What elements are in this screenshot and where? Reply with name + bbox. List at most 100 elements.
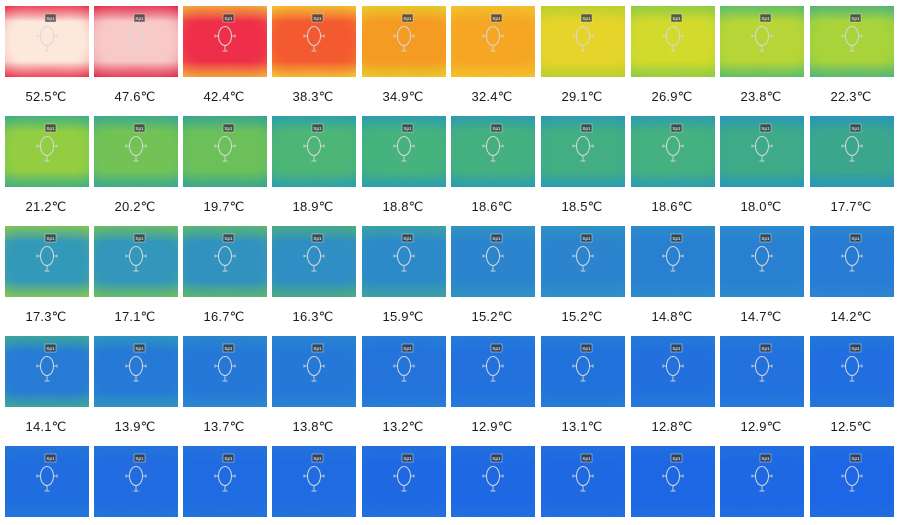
spot-tag-label: Sp1 <box>492 456 501 461</box>
spot-tag-label: Sp1 <box>672 236 681 241</box>
thermal-image-tile: Sp1 <box>94 6 178 77</box>
temperature-label: 17.1℃ <box>114 309 156 324</box>
spot-tag-label: Sp1 <box>403 16 412 21</box>
thermal-image: Sp1 <box>94 446 178 517</box>
spot-tag-label: Sp1 <box>851 456 860 461</box>
spot-tag-label: Sp1 <box>224 346 233 351</box>
spot-tag-label: Sp1 <box>851 236 860 241</box>
temperature-label: 15.2℃ <box>561 309 603 324</box>
thermal-image: Sp1 <box>362 116 446 187</box>
spot-tag <box>759 233 772 243</box>
thermal-image-tile: Sp1 <box>720 6 804 77</box>
spot-tag-label: Sp1 <box>582 236 591 241</box>
thermal-image: Sp1 <box>810 336 894 407</box>
temperature-label: 17.7℃ <box>830 199 872 214</box>
thermal-image: Sp1 <box>183 446 267 517</box>
spot-tag-label: Sp1 <box>403 236 412 241</box>
thermal-image: Sp1 <box>451 336 535 407</box>
spot-tag <box>222 13 235 23</box>
thermal-image-tile: Sp1 <box>541 6 625 77</box>
spot-tag-label: Sp1 <box>135 346 144 351</box>
spot-tag-label: Sp1 <box>135 456 144 461</box>
temperature-label: 13.2℃ <box>382 419 424 434</box>
thermal-image: Sp1 <box>720 116 804 187</box>
spot-tag <box>44 233 57 243</box>
thermal-image-tile: Sp1 <box>362 226 446 297</box>
thermal-image-tile: Sp1 <box>810 6 894 77</box>
temperature-label: 15.2℃ <box>471 309 513 324</box>
temperature-label: 16.3℃ <box>292 309 334 324</box>
spot-tag <box>311 453 324 463</box>
spot-tag <box>849 233 862 243</box>
thermal-image-tile: Sp1 <box>631 446 715 517</box>
spot-tag <box>44 453 57 463</box>
temperature-label: 14.7℃ <box>740 309 782 324</box>
thermal-image-tile: Sp1 <box>631 336 715 407</box>
thermal-image: Sp1 <box>272 116 356 187</box>
thermal-image-tile: Sp1 <box>720 226 804 297</box>
thermal-image: Sp1 <box>183 116 267 187</box>
thermal-image-tile: Sp1 <box>362 446 446 517</box>
temperature-label: 12.9℃ <box>740 419 782 434</box>
thermal-image: Sp1 <box>451 226 535 297</box>
spot-tag <box>133 123 146 133</box>
thermal-image-tile: Sp1 <box>5 116 89 187</box>
spot-tag-label: Sp1 <box>761 126 770 131</box>
thermal-image: Sp1 <box>183 226 267 297</box>
thermal-image-tile: Sp1 <box>183 6 267 77</box>
thermal-image: Sp1 <box>451 116 535 187</box>
spot-tag-label: Sp1 <box>313 16 322 21</box>
spot-tag <box>670 453 683 463</box>
thermal-image: Sp1 <box>631 226 715 297</box>
spot-tag-label: Sp1 <box>672 126 681 131</box>
thermal-image-tile: Sp1 <box>362 116 446 187</box>
spot-tag <box>44 343 57 353</box>
spot-tag <box>133 343 146 353</box>
thermal-image-tile: Sp1 <box>5 446 89 517</box>
thermal-image: Sp1 <box>810 446 894 517</box>
spot-tag-label: Sp1 <box>224 236 233 241</box>
spot-tag-label: Sp1 <box>46 346 55 351</box>
spot-tag-label: Sp1 <box>46 16 55 21</box>
spot-tag-label: Sp1 <box>403 456 412 461</box>
thermal-image: Sp1 <box>810 6 894 77</box>
spot-tag-label: Sp1 <box>582 456 591 461</box>
temperature-label: 15.9℃ <box>382 309 424 324</box>
spot-tag <box>670 13 683 23</box>
thermal-image-tile: Sp1 <box>541 226 625 297</box>
thermal-image-tile: Sp1 <box>451 116 535 187</box>
temperature-label: 14.8℃ <box>651 309 693 324</box>
spot-tag <box>580 123 593 133</box>
thermal-image: Sp1 <box>541 116 625 187</box>
thermal-image: Sp1 <box>451 6 535 77</box>
thermal-image-tile: Sp1 <box>183 446 267 517</box>
thermal-image: Sp1 <box>362 6 446 77</box>
temperature-label: 47.6℃ <box>114 89 156 104</box>
thermal-image: Sp1 <box>94 226 178 297</box>
spot-tag <box>580 13 593 23</box>
spot-tag <box>490 343 503 353</box>
thermal-image: Sp1 <box>810 116 894 187</box>
temperature-label: 13.7℃ <box>203 419 245 434</box>
spot-tag-label: Sp1 <box>582 16 591 21</box>
thermal-image: Sp1 <box>631 6 715 77</box>
spot-tag <box>222 123 235 133</box>
thermal-image-tile: Sp1 <box>94 226 178 297</box>
spot-tag <box>222 233 235 243</box>
thermal-image: Sp1 <box>94 6 178 77</box>
spot-tag <box>849 123 862 133</box>
spot-tag-label: Sp1 <box>403 346 412 351</box>
thermal-image-tile: Sp1 <box>631 6 715 77</box>
spot-tag <box>580 343 593 353</box>
temperature-label: 13.8℃ <box>292 419 334 434</box>
temperature-label: 52.5℃ <box>25 89 67 104</box>
thermal-image-tile: Sp1 <box>541 116 625 187</box>
spot-tag <box>670 343 683 353</box>
spot-tag-label: Sp1 <box>224 16 233 21</box>
thermal-image: Sp1 <box>5 446 89 517</box>
temperature-label: 12.9℃ <box>471 419 513 434</box>
thermal-image-tile: Sp1 <box>362 336 446 407</box>
spot-tag <box>759 123 772 133</box>
thermal-image-tile: Sp1 <box>720 116 804 187</box>
